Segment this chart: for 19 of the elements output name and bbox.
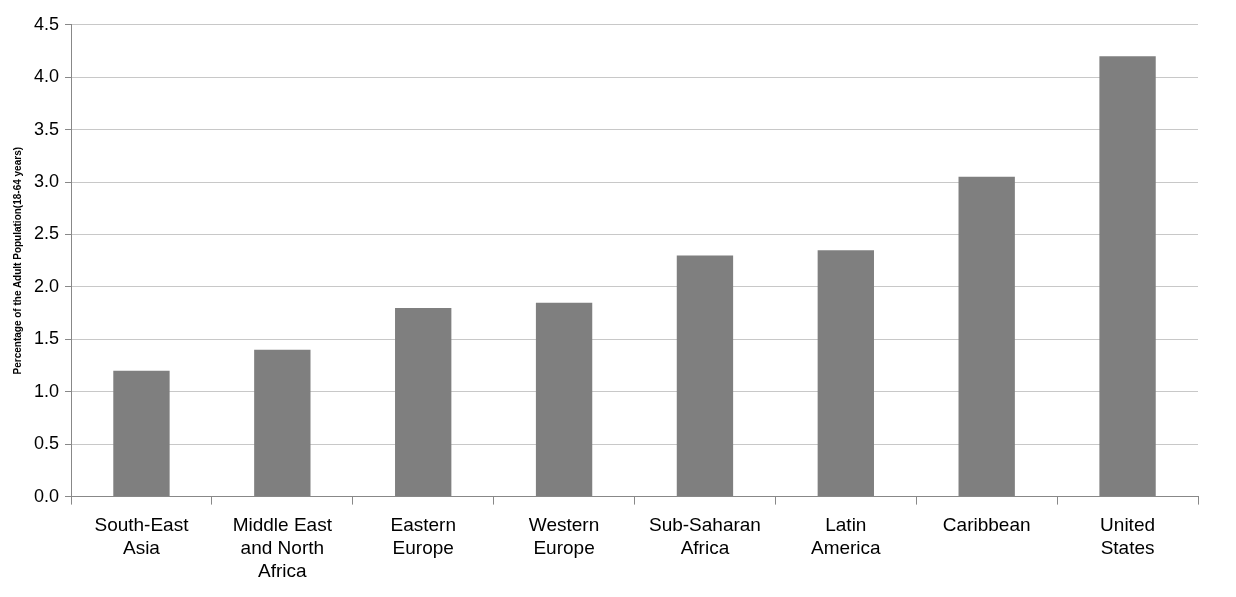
y-tick-label: 4.0	[33, 66, 60, 87]
x-tick-label: Latin America	[810, 514, 882, 559]
y-tick-label: 4.5	[33, 13, 60, 34]
y-tick-label: 0.0	[33, 485, 60, 506]
y-axis-title: Percentage of the Adult Population(18-64 years)	[11, 146, 23, 375]
x-tick-label: South-East Asia	[94, 514, 190, 559]
x-tick-label: Caribbean	[942, 514, 1031, 536]
x-tick-label: Sub-Saharan Africa	[648, 514, 761, 559]
x-tick-label: Middle East and North Africa	[232, 514, 333, 581]
y-tick-label: 0.5	[33, 433, 60, 454]
y-tick-label: 3.5	[33, 118, 60, 139]
x-tick-label: Western Europe	[528, 514, 600, 559]
y-tick-label: 2.5	[33, 223, 60, 244]
x-tick-label: United States	[1100, 514, 1156, 559]
x-tick-label: Eastern Europe	[390, 514, 456, 559]
y-tick-label: 2.0	[33, 275, 60, 296]
y-tick-label: 1.5	[33, 328, 60, 349]
y-tick-label: 3.0	[33, 171, 60, 192]
y-tick-label: 1.0	[33, 380, 60, 401]
